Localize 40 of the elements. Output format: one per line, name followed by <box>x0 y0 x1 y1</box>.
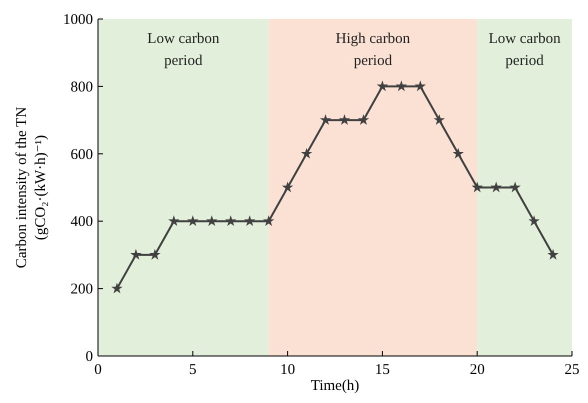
y-tick-label: 400 <box>70 214 93 230</box>
y-tick-label: 600 <box>70 146 93 163</box>
point <box>130 248 142 260</box>
y-tick-label: 200 <box>70 282 93 298</box>
point <box>244 215 256 226</box>
point <box>490 182 502 192</box>
point <box>262 215 274 226</box>
x-tick-label: 5 <box>189 362 197 378</box>
point <box>452 148 464 159</box>
point <box>282 182 294 192</box>
x-axis-title: Time(h) <box>310 378 360 394</box>
point <box>358 114 370 125</box>
point <box>206 215 218 226</box>
point <box>168 215 180 226</box>
x-tick-label: 15 <box>374 362 390 378</box>
y-tick-label: 0 <box>86 349 93 365</box>
point <box>396 80 408 92</box>
point <box>111 282 123 294</box>
point <box>300 148 312 159</box>
point <box>376 80 388 92</box>
x-tick-label: 10 <box>280 362 296 378</box>
y-axis-title: Carbon intensity of the TN (gCO₂·(kW·h)⁻¹) <box>14 106 49 268</box>
point <box>149 248 161 260</box>
point <box>320 114 332 125</box>
point <box>187 215 198 226</box>
point <box>528 215 540 226</box>
band-label: Low carbon period <box>147 31 220 69</box>
point <box>338 114 350 125</box>
y-tick-label: 800 <box>70 79 93 96</box>
point <box>434 114 445 125</box>
point <box>414 80 426 92</box>
x-tick-label: 25 <box>564 362 580 378</box>
y-tick-label: 1000 <box>63 12 93 28</box>
x-tick-label: 20 <box>470 362 485 378</box>
point <box>509 182 521 192</box>
point <box>472 182 483 192</box>
band-label: Low carbon period <box>488 31 562 69</box>
point <box>547 248 559 260</box>
band-label: High carbon period <box>336 31 411 69</box>
point <box>225 215 236 226</box>
